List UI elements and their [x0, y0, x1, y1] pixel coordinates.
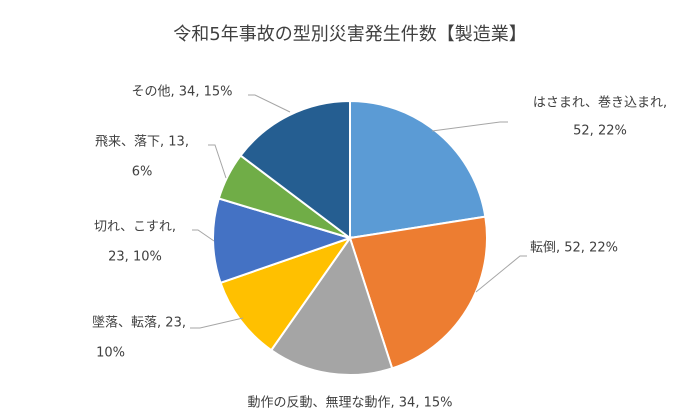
- leader-line: [248, 94, 291, 113]
- pie-slice: [239, 99, 351, 241]
- leader-line: [208, 144, 227, 179]
- data-label: 飛来、落下, 13,: [95, 135, 189, 150]
- data-label: 10%: [96, 346, 125, 361]
- data-label: 動作の反動、無理な動作, 34, 15%: [248, 396, 453, 411]
- data-label: 6%: [132, 165, 153, 180]
- pie-slice: [349, 99, 487, 240]
- data-label: はさまれ、巻き込まれ,: [533, 96, 667, 111]
- leader-line: [431, 121, 508, 132]
- leader-line: [190, 317, 244, 329]
- data-label: 転倒, 52, 22%: [530, 241, 618, 256]
- data-label: 52, 22%: [573, 124, 627, 139]
- data-label: その他, 34, 15%: [132, 85, 233, 100]
- leader-line: [192, 229, 215, 242]
- pie-slice: [269, 235, 394, 376]
- data-label: 墜落、転落, 23,: [92, 315, 186, 331]
- leader-line: [475, 255, 527, 293]
- chart-title: 令和5年事故の型別災害発生件数【製造業】: [173, 24, 526, 45]
- data-label: 23, 10%: [108, 250, 162, 265]
- data-label: 切れ、こすれ,: [94, 220, 176, 235]
- pie-slice: [219, 236, 353, 352]
- pie-slice: [348, 215, 488, 370]
